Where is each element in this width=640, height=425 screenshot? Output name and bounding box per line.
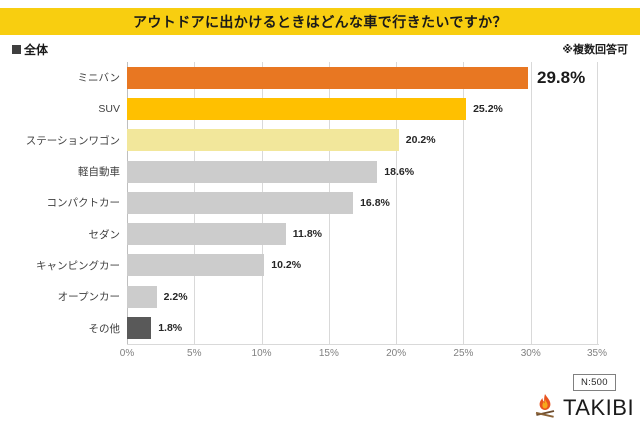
- x-tick-label: 5%: [187, 348, 202, 359]
- category-label: ステーションワゴン: [25, 134, 120, 147]
- bar: [127, 97, 467, 120]
- bar-chart: 29.8% 25.2% 20.2% 18.6% 16.8% 11.8%: [0, 62, 640, 362]
- category-label: オープンカー: [57, 291, 120, 304]
- title-banner: アウトドアに出かけるときはどんな車で行きたいですか？: [0, 8, 640, 35]
- bar-value-label: 1.8%: [158, 322, 183, 335]
- x-tick-label: 25%: [453, 348, 474, 359]
- x-tick-label: 0%: [119, 348, 135, 359]
- bar-value-label: 20.2%: [405, 134, 436, 147]
- bar-value-label: 18.6%: [384, 165, 415, 178]
- category-label: SUV: [98, 102, 120, 115]
- legend-label: 全体: [24, 43, 49, 57]
- bar-value-label: 16.8%: [360, 196, 390, 209]
- bar-row: 29.8%: [127, 62, 598, 93]
- bar: [127, 66, 528, 89]
- bar: [127, 223, 286, 246]
- bar-row: 25.2%: [127, 93, 598, 124]
- x-tick-label: 20%: [386, 348, 407, 359]
- page-title: アウトドアに出かけるときはどんな車で行きたいですか？: [133, 13, 507, 30]
- legend: 全体: [12, 41, 48, 58]
- bar-value-label: 2.2%: [163, 290, 188, 303]
- multiple-answer-note: ※複数回答可: [562, 44, 628, 56]
- bar-value-label: 29.8%: [537, 67, 586, 87]
- campfire-icon: [532, 392, 558, 423]
- bar-value-label: 10.2%: [271, 259, 302, 272]
- x-tick-label: 30%: [520, 348, 541, 359]
- x-tick-label: 35%: [586, 348, 608, 359]
- value-axis-ticks: 0% 5% 10% 15% 20% 25% 30% 35%: [120, 62, 607, 372]
- bar-row: 10.2%: [127, 250, 598, 281]
- category-axis-labels: ミニバン SUV ステーションワゴン 軽自動車 コンパクトカー セダン キャンピ…: [0, 62, 120, 344]
- square-marker-icon: [12, 45, 21, 54]
- category-label: その他: [88, 322, 121, 335]
- category-label: 軽自動車: [78, 166, 120, 179]
- bar-row: 18.6%: [127, 156, 598, 187]
- bar-row: 2.2%: [127, 281, 598, 312]
- bar-row: 11.8%: [127, 219, 598, 250]
- bar-row: 16.8%: [127, 187, 598, 218]
- bar-value-label: 25.2%: [473, 102, 503, 115]
- bar: [127, 191, 354, 214]
- x-tick-label: 15%: [318, 348, 339, 359]
- value-axis-baseline: [127, 344, 599, 345]
- gridline: [396, 62, 398, 344]
- bar-row: 20.2%: [127, 125, 598, 156]
- category-label: ミニバン: [77, 72, 120, 85]
- gridline: [530, 62, 532, 344]
- brand-logo: TAKIBI: [532, 392, 634, 423]
- sample-size-badge: N:500: [573, 374, 616, 391]
- category-label: キャンピングカー: [36, 259, 120, 272]
- bar: [127, 129, 399, 152]
- plot-area: 29.8% 25.2% 20.2% 18.6% 16.8% 11.8%: [127, 62, 598, 344]
- bar: [127, 254, 265, 277]
- bar: [127, 160, 378, 183]
- category-label: コンパクトカー: [46, 197, 121, 210]
- gridline: [463, 62, 465, 344]
- bar-value-label: 11.8%: [292, 228, 322, 241]
- category-label: セダン: [88, 228, 121, 241]
- brand-name: TAKIBI: [563, 394, 635, 420]
- bar: [127, 317, 152, 340]
- x-tick-label: 10%: [251, 348, 272, 359]
- bar: [127, 285, 157, 308]
- gridline: [597, 62, 598, 344]
- bar-row: 1.8%: [127, 312, 598, 343]
